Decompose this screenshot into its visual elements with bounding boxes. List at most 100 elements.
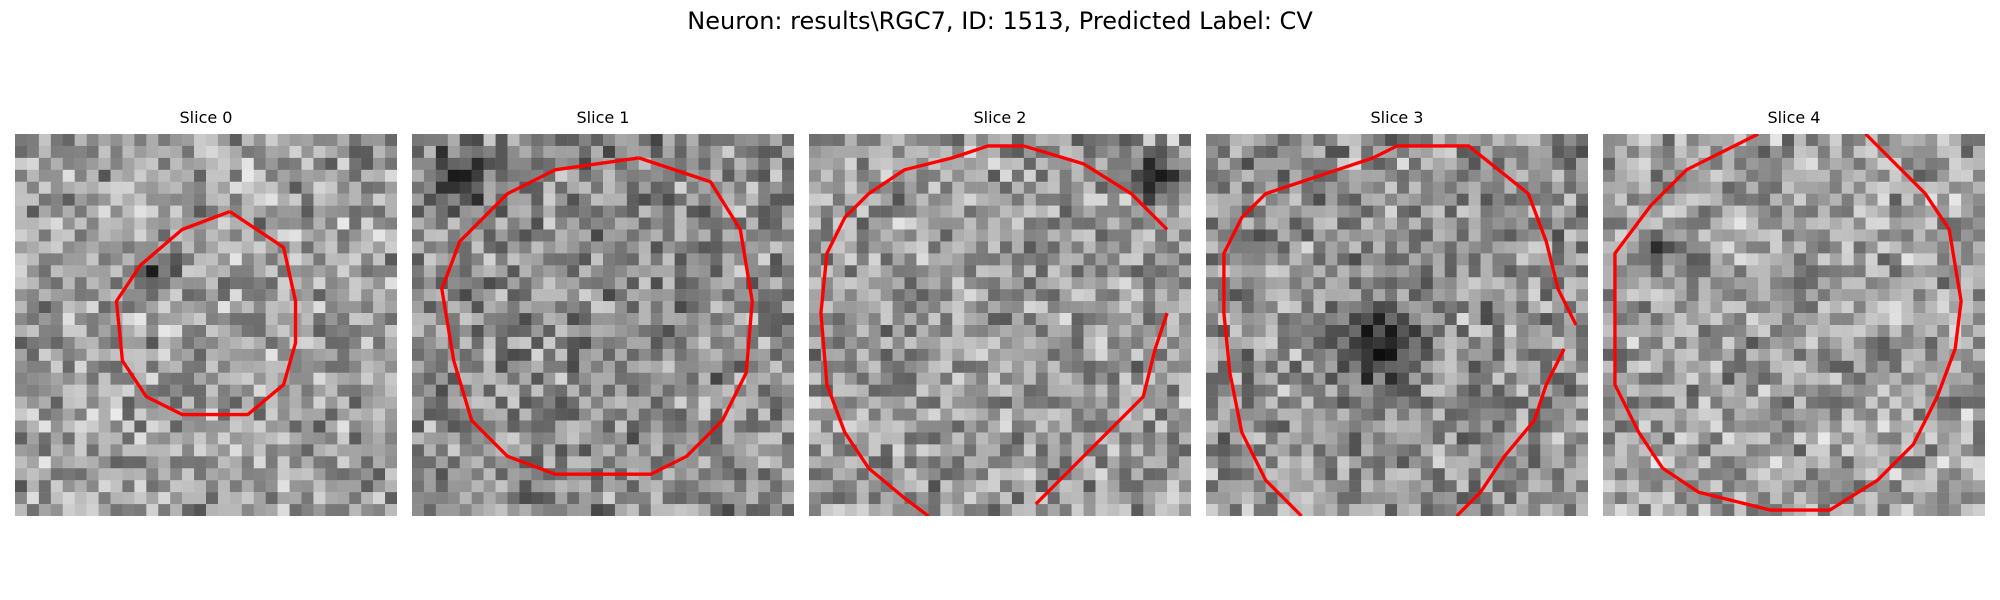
pixel xyxy=(1805,253,1819,266)
pixel xyxy=(1925,229,1938,242)
pixel xyxy=(734,205,747,218)
pixel xyxy=(1468,193,1481,206)
pixel xyxy=(1023,169,1037,182)
pixel xyxy=(1686,384,1699,397)
pixel xyxy=(62,504,75,516)
pixel xyxy=(483,277,496,290)
pixel xyxy=(686,241,699,254)
pixel xyxy=(471,444,484,457)
pixel xyxy=(1408,456,1422,469)
pixel xyxy=(38,444,52,457)
pixel xyxy=(1480,313,1493,326)
pixel xyxy=(447,432,460,445)
pixel xyxy=(940,205,953,218)
pixel xyxy=(1841,325,1854,338)
pixel xyxy=(1973,181,1985,194)
pixel xyxy=(686,468,699,481)
pixel xyxy=(626,217,640,230)
pixel xyxy=(1492,372,1505,385)
pixel xyxy=(1011,336,1025,350)
pixel xyxy=(1662,169,1675,182)
pixel xyxy=(1973,169,1985,182)
pixel xyxy=(770,157,783,171)
pixel xyxy=(412,277,425,290)
pixel xyxy=(265,169,278,182)
pixel xyxy=(1107,432,1120,445)
pixel xyxy=(988,384,1001,397)
pixel xyxy=(1949,217,1962,230)
pixel xyxy=(110,408,123,421)
pixel xyxy=(1408,360,1422,373)
pixel xyxy=(531,348,544,362)
pixel xyxy=(746,492,759,505)
pixel xyxy=(1817,336,1831,350)
pixel xyxy=(265,289,278,302)
pixel xyxy=(1361,289,1374,302)
pixel xyxy=(170,468,183,481)
pixel xyxy=(1889,313,1902,326)
pixel xyxy=(217,348,231,362)
pixel xyxy=(26,408,40,421)
pixel xyxy=(1373,492,1386,505)
pixel xyxy=(1000,277,1013,290)
pixel xyxy=(74,480,87,493)
pixel xyxy=(782,360,794,373)
pixel xyxy=(856,217,869,230)
pixel xyxy=(1829,313,1842,326)
pixel xyxy=(98,193,111,206)
pixel xyxy=(1758,241,1771,254)
pixel xyxy=(1877,193,1890,206)
pixel xyxy=(86,289,99,302)
pixel xyxy=(1794,432,1807,445)
pixel xyxy=(832,193,846,206)
pixel xyxy=(614,181,628,194)
pixel xyxy=(626,169,640,182)
pixel xyxy=(1722,157,1735,171)
pixel xyxy=(1444,253,1457,266)
pixel xyxy=(1023,253,1037,266)
pixel xyxy=(1829,396,1842,409)
pixel xyxy=(856,348,869,362)
pixel xyxy=(770,241,783,254)
pixel xyxy=(1528,504,1541,516)
pixel xyxy=(1035,468,1048,481)
pixel xyxy=(674,348,687,362)
pixel xyxy=(412,193,425,206)
pixel xyxy=(301,468,314,481)
pixel xyxy=(1373,289,1386,302)
pixel xyxy=(1925,301,1938,314)
pixel xyxy=(1301,432,1314,445)
pixel xyxy=(1698,217,1711,230)
pixel xyxy=(662,169,675,182)
pixel xyxy=(435,360,449,373)
pixel xyxy=(385,492,397,505)
pixel xyxy=(253,253,266,266)
pixel xyxy=(337,253,350,266)
pixel xyxy=(1444,301,1457,314)
pixel xyxy=(698,408,711,421)
pixel xyxy=(1361,193,1374,206)
pixel xyxy=(1552,384,1565,397)
pixel xyxy=(964,181,977,194)
pixel xyxy=(1241,360,1254,373)
pixel xyxy=(38,241,52,254)
pixel xyxy=(988,277,1001,290)
pixel xyxy=(1143,468,1156,481)
pixel xyxy=(710,169,723,182)
pixel xyxy=(1686,444,1699,457)
pixel xyxy=(820,504,834,516)
pixel xyxy=(1444,193,1457,206)
pixel xyxy=(1961,289,1974,302)
pixel xyxy=(98,360,111,373)
pixel xyxy=(782,492,794,505)
pixel xyxy=(1337,432,1350,445)
pixel xyxy=(385,157,397,171)
pixel xyxy=(1265,313,1278,326)
pixel xyxy=(471,253,484,266)
pixel xyxy=(412,504,425,516)
pixel xyxy=(277,504,290,516)
pixel xyxy=(591,348,604,362)
pixel xyxy=(26,181,40,194)
pixel xyxy=(170,301,183,314)
pixel xyxy=(1710,134,1723,147)
